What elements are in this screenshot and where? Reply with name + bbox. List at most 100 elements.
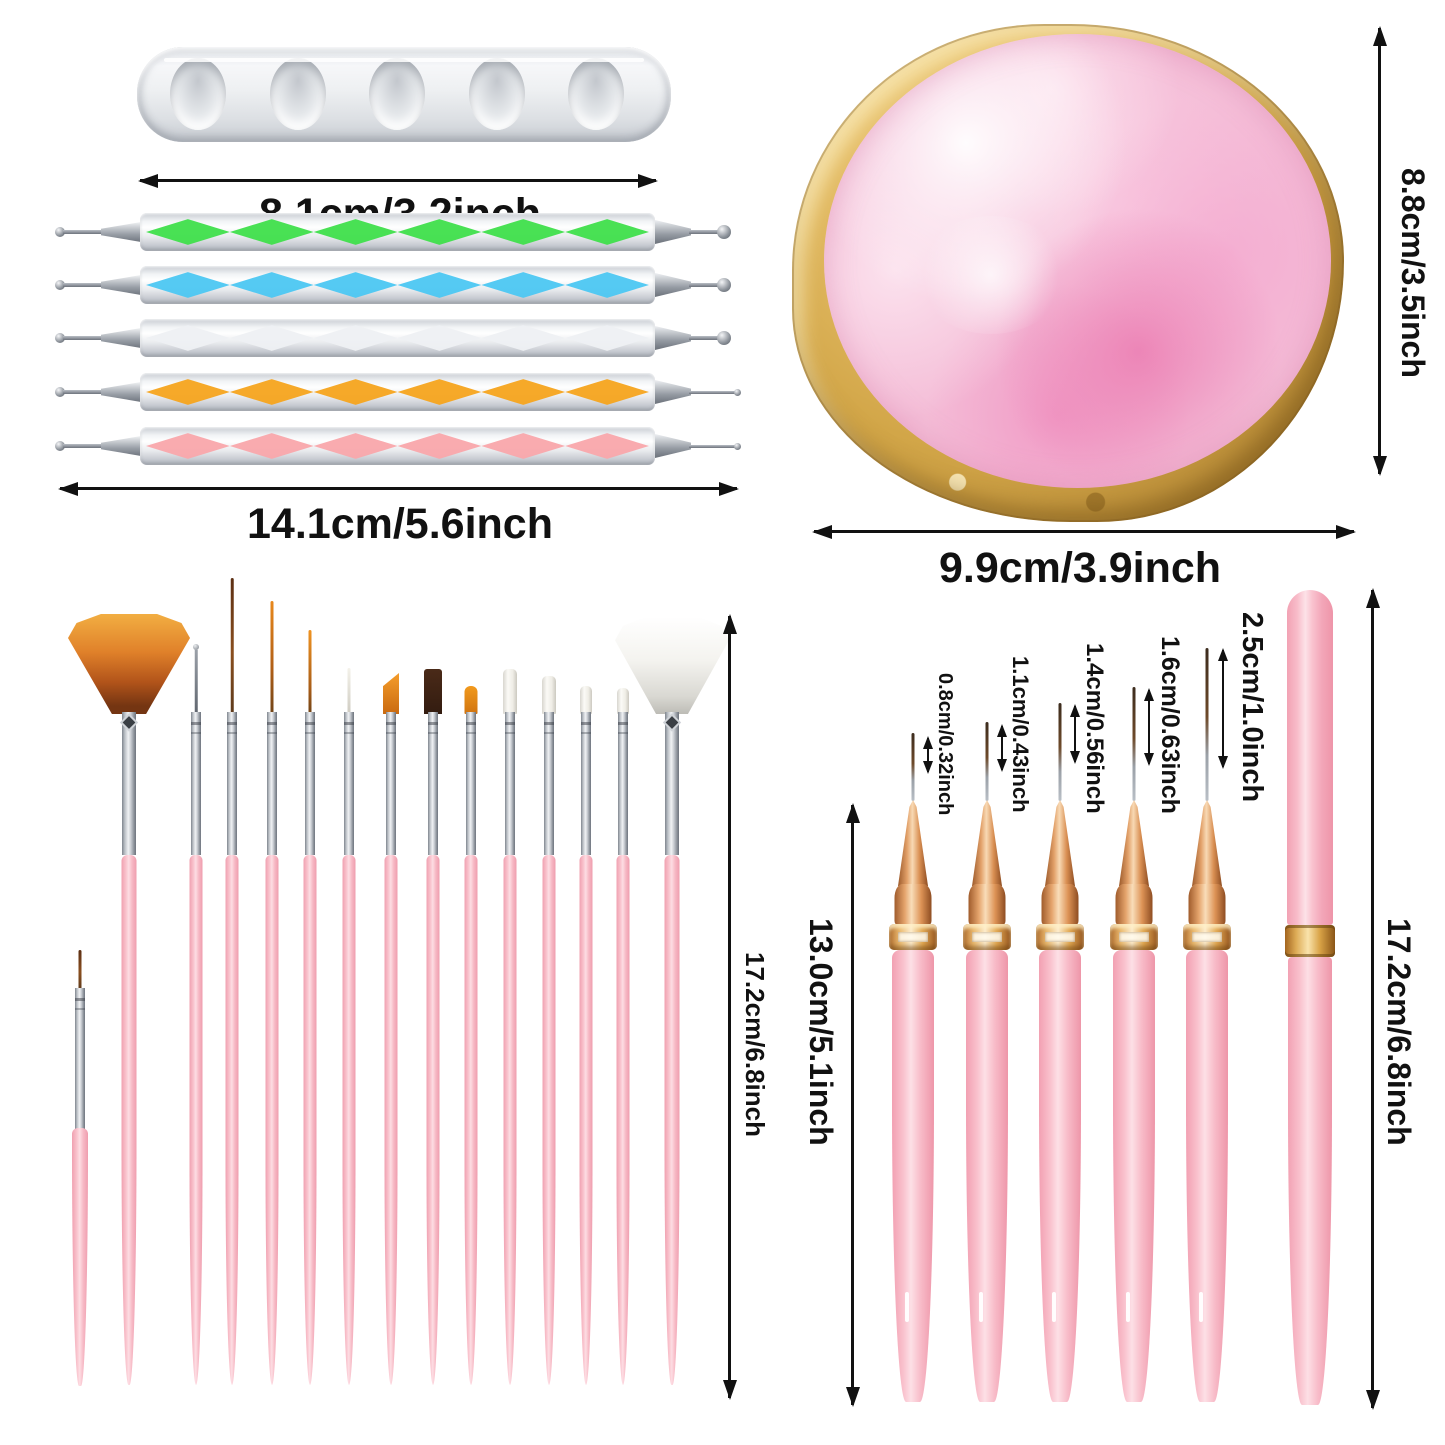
brush-bristle [580, 686, 592, 714]
brush-bristle [424, 669, 442, 714]
brush-bristle [383, 673, 399, 714]
resin-palette-gold-rim [792, 24, 1344, 522]
dimension-label-palette-width: 9.9cm/3.9inch [938, 544, 1222, 592]
tip-length-arrow-2 [1001, 726, 1003, 770]
brush-handle [121, 855, 137, 1385]
brush-ferrule [305, 712, 315, 855]
dotting-pen-white [55, 318, 745, 358]
brush-ferrule [544, 712, 554, 855]
tip-length-arrow-4 [1148, 690, 1150, 764]
liner-bristle [985, 722, 989, 801]
brush-bristle [617, 688, 629, 714]
brush-ferrule [505, 712, 515, 855]
tip-length-label-2: 1.1cm/0.43inch [1008, 656, 1033, 813]
brush-handle [426, 855, 440, 1385]
brush-bristle [542, 676, 556, 714]
liner-collar-ring [1110, 924, 1158, 950]
liner-bristle [1205, 648, 1209, 801]
spiral-pattern [146, 272, 649, 298]
pen-cap [1287, 590, 1333, 925]
brush-ferrule [122, 712, 136, 855]
needle-ball-tip [193, 644, 199, 650]
dotting-pen-orange [55, 372, 745, 412]
holder-slot [270, 58, 326, 130]
dotting-tip-large [717, 278, 731, 292]
liner-handle [1113, 950, 1155, 1402]
dotting-tip-small [55, 441, 65, 451]
dotting-tip-large [717, 225, 731, 239]
dimension-arrow-holder-width [140, 179, 656, 182]
brush-bristle [308, 630, 312, 714]
brush-handle [579, 855, 593, 1385]
dimension-label-liner-total: 17.2cm/6.8inch [1381, 918, 1417, 1146]
brush-handle [303, 855, 317, 1385]
tip-length-label-1: 0.8cm/0.32inch [934, 673, 956, 816]
brush-ferrule [344, 712, 354, 855]
dimension-arrow-palette-width [814, 530, 1354, 533]
dimension-label-palette-height: 8.8cm/3.5inch [1395, 168, 1431, 378]
dimension-arrow-dotting-length [60, 487, 737, 490]
brush-handle [72, 1128, 88, 1386]
tip-length-label-3: 1.4cm/0.56inch [1081, 643, 1108, 814]
liner-ferrule [1041, 884, 1079, 926]
brush-bristle [347, 668, 351, 714]
spiral-pattern [146, 325, 649, 351]
brush-ferrule [227, 712, 237, 855]
holder-slot [469, 58, 525, 130]
liner-handle [966, 950, 1008, 1402]
brush-ferrule [75, 988, 85, 1130]
gold-band [1285, 925, 1335, 957]
fan-bristles [615, 617, 729, 714]
liner-ferrule-cone [1192, 800, 1222, 886]
fan-bristles [68, 614, 190, 714]
brush-bristle [78, 950, 82, 990]
handle-highlight [979, 1292, 983, 1322]
liner-handle [1039, 950, 1081, 1402]
dotting-pen-pink [55, 426, 745, 466]
handle-highlight [1126, 1292, 1130, 1322]
liner-handle [1186, 950, 1228, 1402]
holder-slot [568, 58, 624, 130]
brush-bristle [270, 601, 274, 714]
brush-ferrule [665, 712, 679, 855]
brush-handle [384, 855, 398, 1385]
spiral-pattern [146, 379, 649, 405]
brush-bristle [230, 578, 234, 714]
spiral-pattern [146, 219, 649, 245]
dotting-tip-fine [734, 442, 741, 450]
acrylic-brush-holder [137, 47, 671, 142]
spiral-pattern [146, 433, 649, 459]
holder-slot [369, 58, 425, 130]
brush-handle [225, 855, 239, 1385]
brush-handle [616, 855, 630, 1385]
brush-handle [189, 855, 203, 1385]
brush-ferrule [386, 712, 396, 855]
liner-bristle [911, 733, 915, 801]
brush-handle [542, 855, 556, 1385]
dotting-tip-small [55, 333, 65, 343]
dotting-tip-small [55, 227, 65, 237]
dotting-tip-large [717, 331, 731, 345]
brush-ferrule [428, 712, 438, 855]
liner-ferrule [1115, 884, 1153, 926]
tip-length-arrow-5 [1222, 650, 1224, 767]
dimension-arrow-brush-length [728, 616, 731, 1398]
handle-highlight [1052, 1292, 1056, 1322]
dimension-arrow-palette-height [1378, 28, 1381, 474]
needle-shaft [194, 650, 198, 714]
holder-slot [170, 58, 226, 130]
liner-ferrule [894, 884, 932, 926]
dimension-label-dotting-length: 14.1cm/5.6inch [247, 500, 553, 548]
liner-ferrule-cone [1119, 800, 1149, 886]
brush-handle [664, 855, 680, 1385]
brush-ferrule [267, 712, 277, 855]
liner-ferrule-cone [972, 800, 1002, 886]
liner-ferrule [1188, 884, 1226, 926]
liner-bristle [1132, 687, 1136, 801]
brush-ferrule [618, 712, 628, 855]
tip-length-label-4: 1.6cm/0.63inch [1156, 636, 1184, 814]
brush-bristle [503, 669, 517, 714]
liner-collar-ring [1036, 924, 1084, 950]
dotting-pen-blue [55, 265, 745, 305]
liner-ferrule-cone [898, 800, 928, 886]
